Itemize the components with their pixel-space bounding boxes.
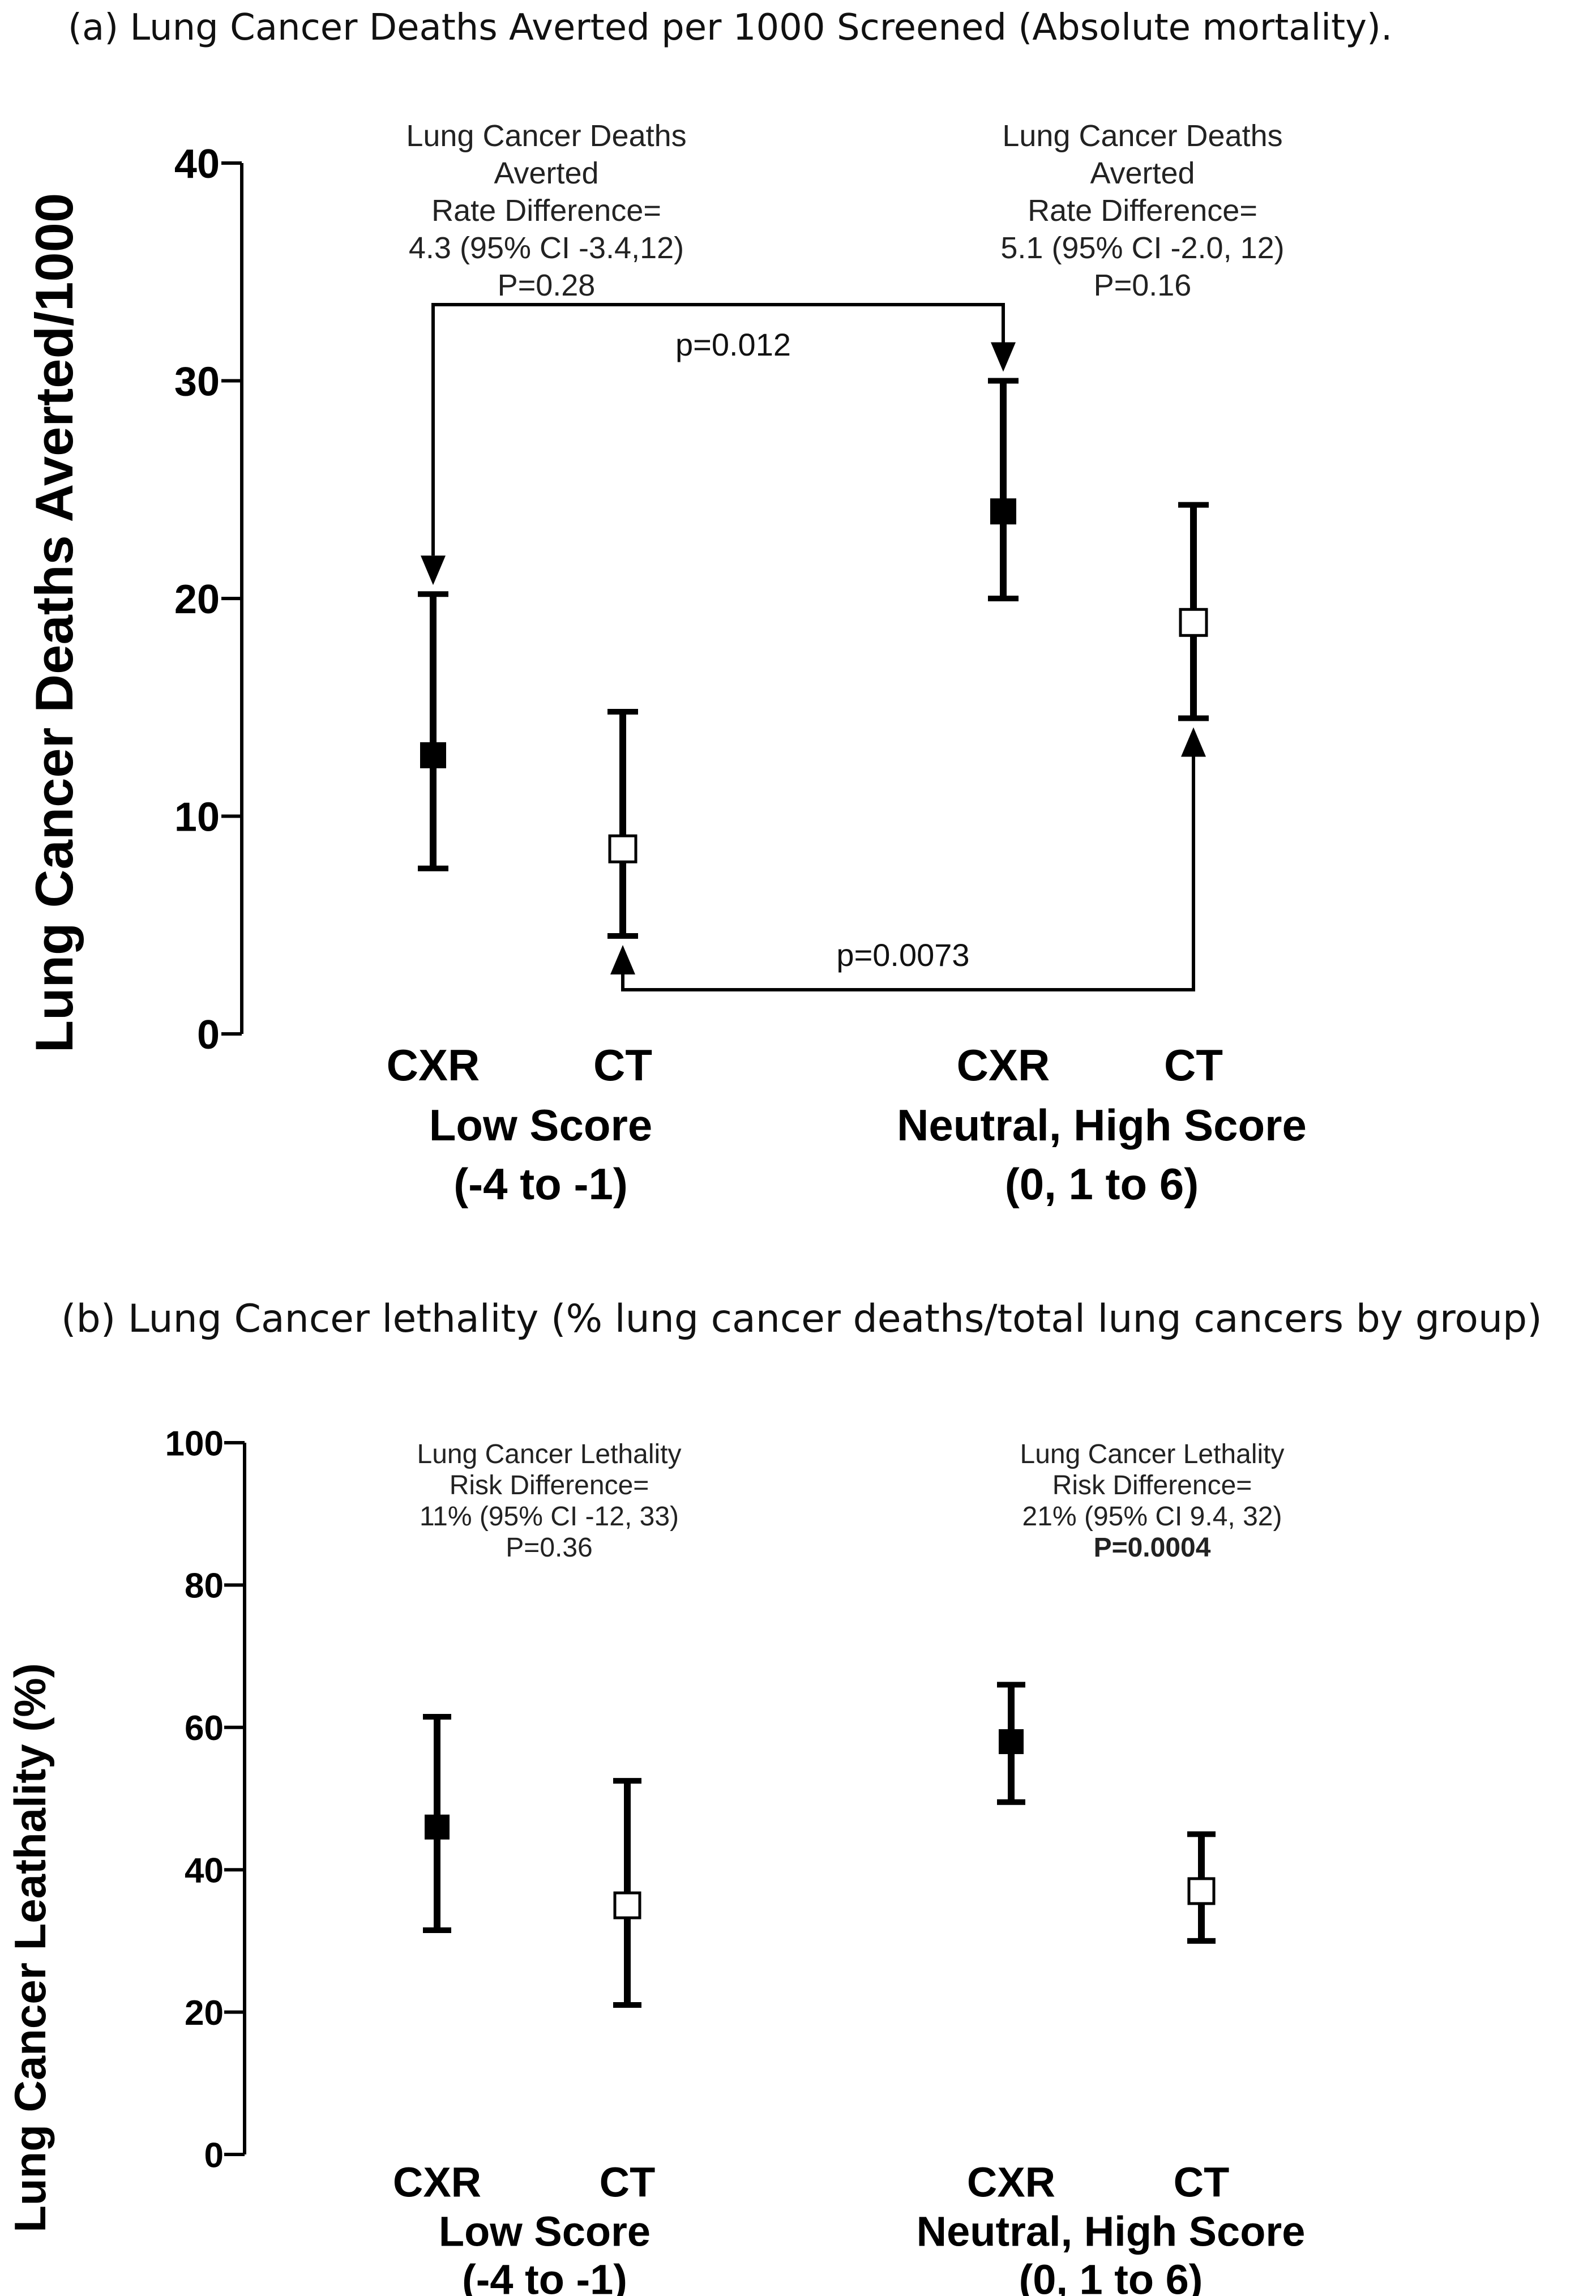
marker-filled-square — [420, 742, 446, 768]
marker-open-square — [1187, 1877, 1216, 1905]
annotation-text: Averted — [1090, 156, 1195, 190]
marker-filled-square — [990, 498, 1016, 525]
y-tick-label: 80 — [185, 1567, 224, 1606]
annotation-text: P=0.0004 — [1094, 1533, 1211, 1563]
data-point — [1178, 502, 1209, 721]
x-category-label: CT — [600, 2159, 656, 2206]
panel-b: (b) Lung Cancer lethality (% lung cancer… — [5, 1297, 1542, 2296]
marker-open-square — [1179, 608, 1208, 637]
bracket-line — [621, 756, 1195, 991]
x-category-label: CT — [1164, 1040, 1223, 1090]
panel-a: (a) Lung Cancer Deaths Averted per 1000 … — [24, 7, 1392, 1209]
group-range-label: (0, 1 to 6) — [1019, 2256, 1203, 2296]
annotation-text: P=0.28 — [498, 268, 596, 302]
annotation-text: Averted — [494, 156, 598, 190]
annotation-text: Risk Difference= — [1052, 1470, 1252, 1500]
data-point — [423, 1713, 451, 1934]
x-category-label: CT — [1174, 2159, 1230, 2206]
data-point — [418, 591, 448, 871]
group-label: Low Score — [429, 1100, 652, 1150]
y-tick-label: 40 — [174, 142, 220, 187]
y-tick-label: 0 — [204, 2136, 224, 2175]
y-tick-label: 0 — [197, 1012, 220, 1058]
comparison-p-value: p=0.0073 — [836, 937, 969, 973]
y-axis-label: Lung Cancer Leathality (%) — [5, 1663, 55, 2232]
y-tick-label: 10 — [174, 794, 220, 840]
group-range-label: (-4 to -1) — [453, 1159, 628, 1209]
panel-b-title: (b) Lung Cancer lethality (% lung cancer… — [61, 1297, 1542, 1341]
annotation-text: 11% (95% CI -12, 33) — [420, 1502, 679, 1532]
arrowhead — [1181, 727, 1206, 757]
marker-open-square — [613, 1891, 641, 1919]
annotation-text: P=0.16 — [1094, 268, 1192, 302]
x-category-label: CXR — [967, 2159, 1055, 2206]
marker-open-square — [608, 834, 637, 863]
arrowhead — [991, 342, 1016, 372]
annotation-text: P=0.36 — [506, 1533, 592, 1563]
group-range-label: (0, 1 to 6) — [1005, 1159, 1199, 1209]
y-tick-label: 20 — [174, 577, 220, 622]
arrowhead — [610, 944, 635, 974]
annotation-text: 21% (95% CI 9.4, 32) — [1022, 1502, 1282, 1532]
annotation-text: 4.3 (95% CI -3.4,12) — [409, 231, 684, 265]
annotation-text: Risk Difference= — [450, 1470, 649, 1500]
annotation-text: Lung Cancer Deaths — [1002, 119, 1282, 153]
annotation-text: Lung Cancer Deaths — [406, 119, 686, 153]
marker-filled-square — [425, 1814, 450, 1840]
comparison-bracket: p=0.0073 — [610, 727, 1206, 991]
x-category-label: CXR — [393, 2159, 481, 2206]
data-point — [988, 378, 1019, 601]
group-label: Neutral, High Score — [897, 1100, 1307, 1150]
x-category-label: CXR — [957, 1040, 1050, 1090]
annotation-text: Rate Difference= — [1028, 194, 1257, 228]
annotation-text: Lung Cancer Lethality — [417, 1439, 682, 1469]
x-category-label: CT — [593, 1040, 652, 1090]
y-axis-label: Lung Cancer Deaths Averted/1000 — [24, 193, 84, 1053]
group-range-label: (-4 to -1) — [462, 2256, 627, 2296]
y-tick-label: 20 — [185, 1994, 224, 2033]
data-point — [997, 1682, 1025, 1805]
annotation-text: 5.1 (95% CI -2.0, 12) — [1000, 231, 1284, 265]
panel-a-title: (a) Lung Cancer Deaths Averted per 1000 … — [68, 7, 1392, 49]
annotation-text: Lung Cancer Lethality — [1020, 1439, 1285, 1469]
comparison-bracket: p=0.012 — [421, 303, 1016, 585]
y-tick-label: 30 — [174, 359, 220, 404]
data-point — [1187, 1831, 1216, 1944]
data-point — [607, 708, 638, 939]
x-category-label: CXR — [387, 1040, 480, 1090]
annotation-text: Rate Difference= — [431, 194, 661, 228]
y-tick-label: 60 — [185, 1709, 224, 1748]
group-label: Neutral, High Score — [917, 2208, 1306, 2255]
comparison-p-value: p=0.012 — [675, 327, 791, 362]
arrowhead — [421, 555, 446, 585]
marker-filled-square — [999, 1729, 1024, 1754]
y-tick-label: 40 — [185, 1852, 224, 1891]
bracket-line — [431, 303, 1005, 556]
data-point — [613, 1778, 641, 2008]
y-tick-label: 100 — [165, 1424, 224, 1463]
group-label: Low Score — [439, 2208, 651, 2255]
